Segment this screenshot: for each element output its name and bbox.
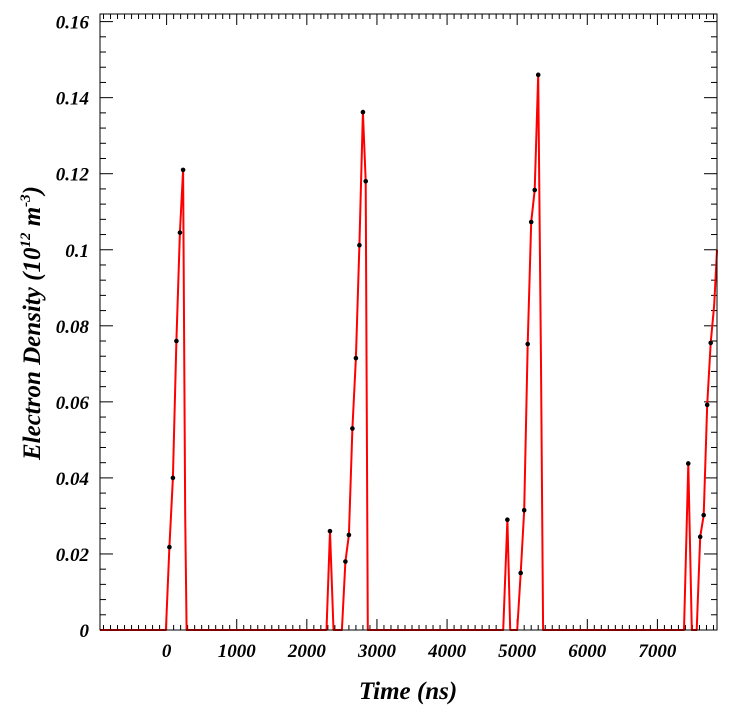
data-point xyxy=(343,559,348,564)
y-tick-label: 0.1 xyxy=(65,241,89,262)
data-point xyxy=(327,528,333,534)
x-tick-label: 2000 xyxy=(287,641,327,662)
y-tick-label: 0.06 xyxy=(56,393,90,414)
tick-labels: 0 1000 2000 3000 4000 5000 6000 7000 0 0.02 0.04 0.… xyxy=(56,13,677,662)
y-tick-label: 0.16 xyxy=(56,13,90,34)
data-point xyxy=(360,109,366,115)
data-point xyxy=(170,475,176,481)
data-point xyxy=(525,341,530,347)
y-tick-label: 0 xyxy=(80,621,90,642)
data-point xyxy=(521,507,527,513)
y-tick-label: 0.02 xyxy=(56,545,90,566)
data-point xyxy=(180,167,186,173)
data-point xyxy=(505,517,510,523)
data-point xyxy=(708,340,713,346)
x-tick-label: 5000 xyxy=(498,641,537,662)
y-axis-title-exponent-2: -3 xyxy=(18,194,34,207)
data-point xyxy=(685,461,691,466)
data-point xyxy=(350,426,355,431)
data-point xyxy=(174,338,179,344)
x-axis-title: Time (ns) xyxy=(359,678,457,705)
y-axis-title-suffix: ) xyxy=(19,186,46,196)
data-point xyxy=(701,512,706,518)
plot-frame xyxy=(99,13,718,631)
data-point xyxy=(697,534,703,540)
data-point xyxy=(518,570,523,576)
data-point xyxy=(353,355,359,361)
data-point xyxy=(704,402,710,408)
data-point xyxy=(346,532,352,538)
x-tick-label: 4000 xyxy=(427,641,467,662)
y-tick-label: 0.04 xyxy=(56,469,89,490)
y-tick-label: 0.14 xyxy=(56,89,89,110)
y-tick-label: 0.08 xyxy=(56,317,90,338)
x-tick-label: 0 xyxy=(162,641,172,662)
x-tick-label: 3000 xyxy=(357,641,397,662)
data-point xyxy=(357,242,362,248)
data-point xyxy=(167,544,172,550)
y-axis-title-prefix: Electron Density (10 xyxy=(19,247,46,461)
data-point xyxy=(363,179,369,184)
y-axis-title: Electron Density (1012 m-3) xyxy=(18,186,46,461)
y-axis-title-middle: m xyxy=(19,207,46,233)
y-axis-title-exponent-1: 12 xyxy=(18,232,34,248)
data-point xyxy=(535,72,541,78)
x-tick-label: 1000 xyxy=(218,641,257,662)
y-tick-label: 0.12 xyxy=(56,165,90,186)
data-point xyxy=(532,187,538,193)
x-tick-label: 6000 xyxy=(568,641,607,662)
data-point xyxy=(177,230,183,235)
data-point xyxy=(528,219,534,225)
x-tick-label: 7000 xyxy=(638,641,677,662)
